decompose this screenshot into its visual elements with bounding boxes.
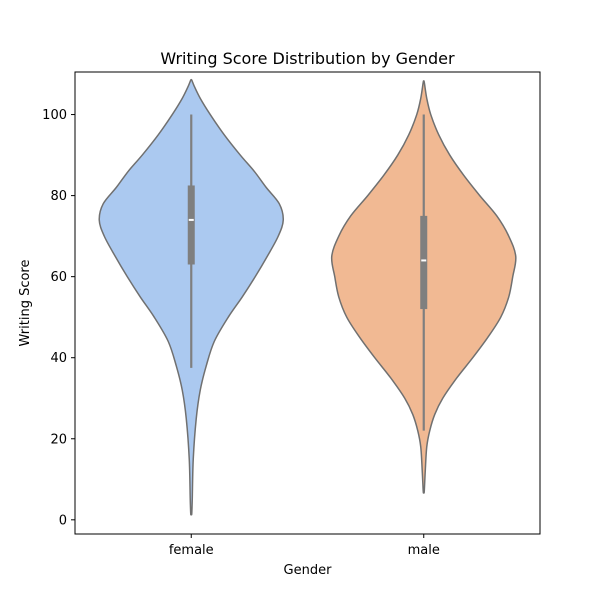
plot-frame xyxy=(74,71,541,535)
iqr-box-female xyxy=(187,185,195,265)
y-tick-label: 80 xyxy=(50,189,67,204)
violins-layer xyxy=(98,78,517,516)
y-tick-label: 60 xyxy=(50,270,67,285)
y-axis-label: Writing Score xyxy=(18,260,33,347)
y-tick-label: 40 xyxy=(50,351,67,366)
chart-title: Writing Score Distribution by Gender xyxy=(160,49,455,68)
x-axis-label: Gender xyxy=(284,563,333,578)
y-axis: 0 20 40 60 80 100 xyxy=(42,108,75,528)
y-tick-label: 0 xyxy=(59,513,67,528)
x-axis: female male xyxy=(169,534,440,558)
x-tick-label-male: male xyxy=(408,543,440,558)
iqr-box-male xyxy=(420,215,428,310)
x-tick-label-female: female xyxy=(169,543,214,558)
y-tick-label: 20 xyxy=(50,432,67,447)
y-tick-label: 100 xyxy=(42,108,67,123)
